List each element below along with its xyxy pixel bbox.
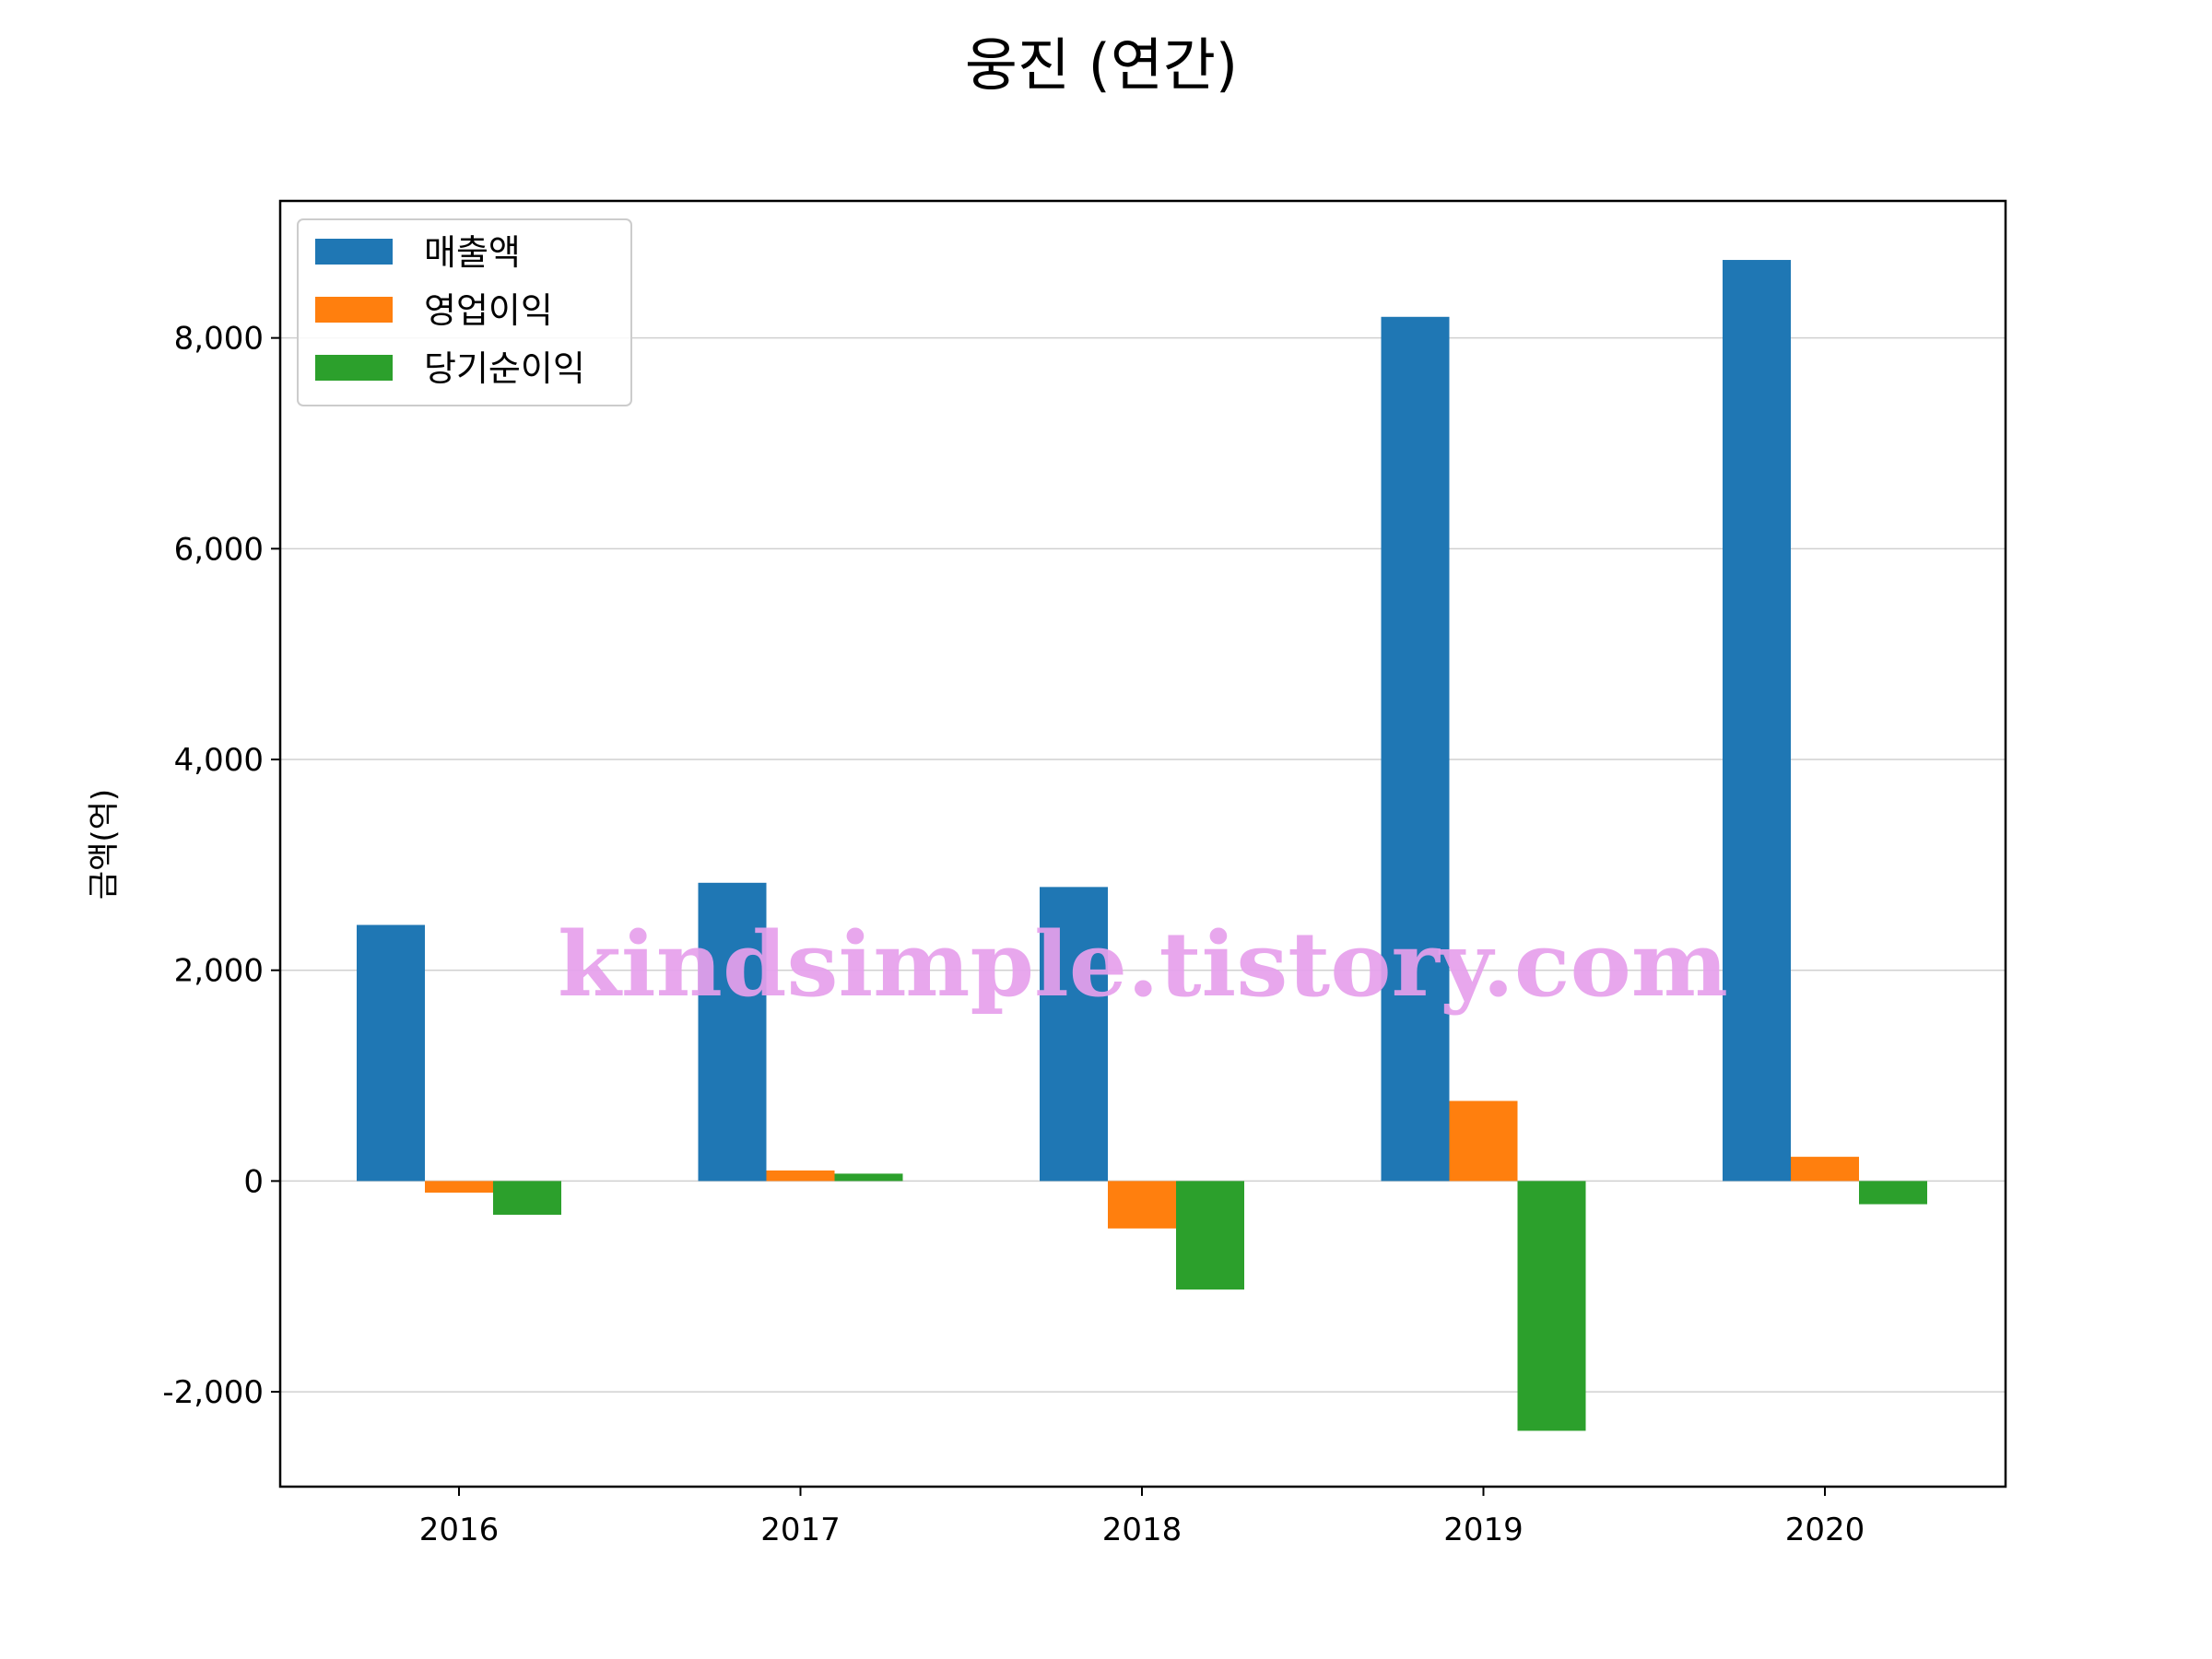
watermark: kindsimple.tistory.com — [558, 912, 1728, 1017]
bar-영업이익-2020 — [1791, 1157, 1859, 1182]
bar-매출액-2019 — [1381, 316, 1450, 1182]
x-tick-label: 2020 — [1785, 1512, 1865, 1548]
x-axis: 2016 2017 2018 2019 2020 — [419, 1487, 1865, 1548]
bar-영업이익-2018 — [1108, 1181, 1176, 1229]
bar-영업이익-2016 — [425, 1181, 493, 1193]
legend-entry-label: 영업이익 — [424, 290, 553, 331]
bar-당기순이익-2017 — [834, 1173, 903, 1182]
y-tick-label: 6,000 — [174, 531, 264, 568]
bar-매출액-2020 — [1723, 260, 1791, 1182]
legend-swatch — [315, 239, 393, 265]
legend-swatch — [315, 297, 393, 323]
y-tick-label: 8,000 — [174, 321, 264, 358]
chart-title: 웅진 (연간) — [965, 31, 1238, 99]
bar-당기순이익-2018 — [1176, 1181, 1244, 1290]
y-axis: -2,000 0 2,000 4,000 6,000 8,000 — [162, 321, 280, 1411]
bar-영업이익-2017 — [766, 1170, 835, 1182]
bar-당기순이익-2020 — [1859, 1181, 1927, 1205]
y-tick-label: 0 — [243, 1163, 264, 1200]
y-tick-label: -2,000 — [162, 1374, 264, 1411]
bar-당기순이익-2016 — [493, 1181, 561, 1215]
y-tick-label: 2,000 — [174, 953, 264, 990]
bars — [357, 260, 1927, 1431]
bar-영업이익-2019 — [1449, 1100, 1518, 1182]
y-axis-label: 금액(억) — [86, 789, 123, 900]
legend-entry-label: 매출액 — [424, 232, 521, 273]
x-tick-label: 2017 — [760, 1512, 841, 1548]
bar-당기순이익-2019 — [1517, 1181, 1586, 1431]
bar-매출액-2017 — [698, 882, 767, 1182]
y-tick-label: 4,000 — [174, 742, 264, 779]
x-tick-label: 2016 — [419, 1512, 500, 1548]
legend-swatch — [315, 355, 393, 381]
bar-매출액-2018 — [1040, 887, 1108, 1182]
legend-entry-label: 당기순이익 — [424, 348, 585, 389]
x-tick-label: 2019 — [1443, 1512, 1524, 1548]
x-tick-label: 2018 — [1102, 1512, 1182, 1548]
bar-매출액-2016 — [357, 924, 425, 1182]
